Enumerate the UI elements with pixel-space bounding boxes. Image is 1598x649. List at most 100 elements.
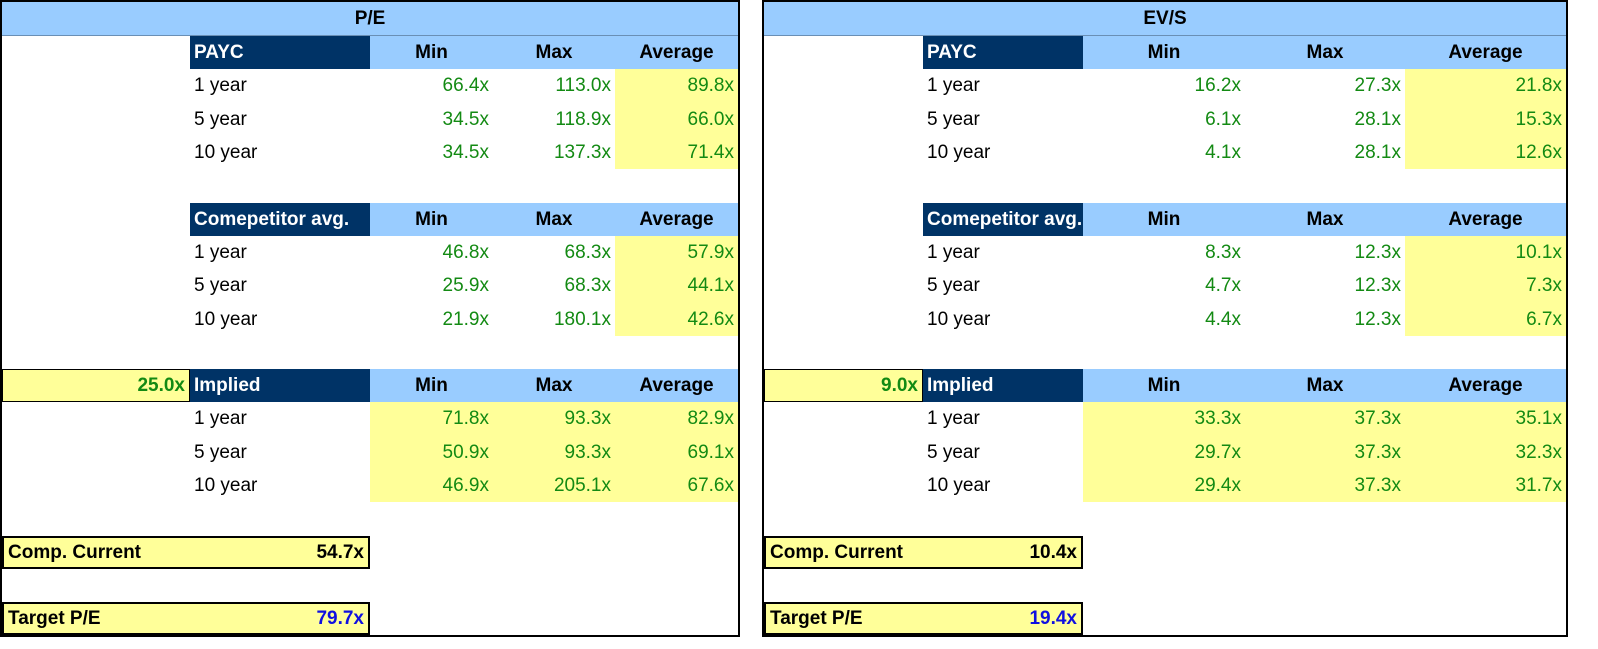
row-label: 1 year (927, 241, 980, 263)
value-cell: 12.3x (1354, 308, 1401, 330)
column-header: Min (1083, 202, 1245, 236)
value-cell: 42.6x (615, 302, 738, 336)
column-header: Min (370, 202, 493, 236)
summary-value: 54.7x (316, 541, 364, 563)
column-header: Max (1245, 36, 1405, 70)
row-label: 1 year (927, 75, 980, 97)
section-name: Comepetitor avg. (190, 202, 370, 236)
column-header: Average (615, 369, 738, 403)
row-label: 10 year (194, 142, 258, 164)
summary-box (764, 602, 1083, 636)
summary-label: Target P/E (770, 608, 863, 630)
value-cell: 31.7x (1405, 468, 1566, 503)
value-cell: 12.3x (1354, 275, 1401, 297)
value-cell: 68.3x (564, 241, 611, 263)
column-header: Average (1405, 36, 1566, 70)
value-cell: 57.9x (615, 235, 738, 270)
value-cell: 93.3x (493, 402, 615, 436)
value-cell: 205.1x (493, 468, 615, 503)
summary-label: Target P/E (8, 608, 101, 630)
panel-title: EV/S (764, 2, 1566, 36)
row-label: 10 year (927, 308, 991, 330)
value-cell: 27.3x (1354, 75, 1401, 97)
panel-frame (0, 0, 740, 637)
value-cell: 6.7x (1405, 302, 1566, 336)
summary-value: 79.7x (316, 608, 364, 630)
row-label: 10 year (927, 475, 991, 497)
column-header: Average (615, 202, 738, 236)
section-name: PAYC (190, 36, 370, 70)
row-label: 10 year (927, 142, 991, 164)
column-header: Max (1245, 202, 1405, 236)
value-cell: 37.3x (1245, 468, 1405, 503)
column-header: Max (1245, 369, 1405, 403)
value-cell: 16.2x (1194, 75, 1241, 97)
summary-value: 10.4x (1029, 541, 1077, 563)
implied-input: 9.0x (764, 369, 923, 403)
value-cell: 4.1x (1205, 142, 1241, 164)
summary-label: Comp. Current (8, 541, 141, 563)
row-label: 5 year (194, 441, 247, 463)
value-cell: 44.1x (615, 269, 738, 303)
value-cell: 6.1x (1205, 108, 1241, 130)
column-header: Max (493, 369, 615, 403)
row-label: 5 year (194, 275, 247, 297)
section-name: Implied (923, 369, 1083, 403)
column-header: Max (493, 202, 615, 236)
row-label: 5 year (927, 275, 980, 297)
value-cell: 66.0x (615, 102, 738, 136)
value-cell: 25.9x (442, 275, 489, 297)
value-cell: 34.5x (442, 142, 489, 164)
column-header: Min (370, 36, 493, 70)
column-header: Max (493, 36, 615, 70)
value-cell: 28.1x (1354, 108, 1401, 130)
row-label: 5 year (927, 108, 980, 130)
value-cell: 89.8x (615, 69, 738, 103)
value-cell: 37.3x (1245, 402, 1405, 436)
value-cell: 4.4x (1205, 308, 1241, 330)
column-header: Average (1405, 202, 1566, 236)
value-cell: 8.3x (1205, 241, 1241, 263)
summary-box (2, 602, 370, 636)
section-name: PAYC (923, 36, 1083, 70)
value-cell: 21.9x (442, 308, 489, 330)
panel-frame (762, 0, 1568, 637)
value-cell: 10.1x (1405, 235, 1566, 270)
row-label: 1 year (194, 75, 247, 97)
row-label: 1 year (194, 241, 247, 263)
row-label: 5 year (927, 441, 980, 463)
value-cell: 180.1x (553, 308, 611, 330)
value-cell: 33.3x (1083, 402, 1245, 436)
value-cell: 28.1x (1354, 142, 1401, 164)
value-cell: 29.4x (1083, 468, 1245, 503)
panel-title: P/E (2, 2, 738, 36)
value-cell: 69.1x (615, 435, 738, 469)
value-cell: 12.3x (1354, 241, 1401, 263)
value-cell: 113.0x (555, 75, 611, 97)
value-cell: 15.3x (1405, 102, 1566, 136)
value-cell: 67.6x (615, 468, 738, 503)
value-cell: 35.1x (1405, 402, 1566, 436)
value-cell: 71.8x (370, 402, 493, 436)
value-cell: 21.8x (1405, 69, 1566, 103)
value-cell: 66.4x (442, 75, 489, 97)
value-cell: 7.3x (1405, 269, 1566, 303)
value-cell: 118.9x (555, 108, 611, 130)
value-cell: 46.8x (442, 241, 489, 263)
column-header: Average (615, 36, 738, 70)
column-header: Min (370, 369, 493, 403)
section-name: Comepetitor avg. (923, 202, 1083, 236)
summary-label: Comp. Current (770, 541, 903, 563)
summary-value: 19.4x (1029, 608, 1077, 630)
value-cell: 32.3x (1405, 435, 1566, 469)
section-name: Implied (190, 369, 370, 403)
row-label: 10 year (194, 475, 258, 497)
column-header: Average (1405, 369, 1566, 403)
value-cell: 71.4x (615, 135, 738, 170)
value-cell: 4.7x (1205, 275, 1241, 297)
column-header: Min (1083, 36, 1245, 70)
value-cell: 137.3x (553, 142, 611, 164)
summary-box (2, 535, 370, 569)
value-cell: 82.9x (615, 402, 738, 436)
